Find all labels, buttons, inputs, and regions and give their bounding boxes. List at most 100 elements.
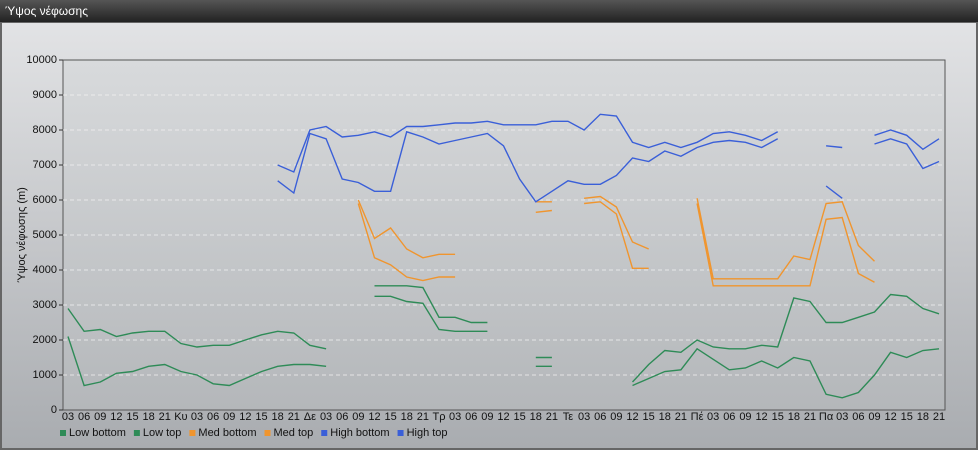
x-tick-label: 12 [626, 411, 638, 423]
x-tick-label: 03 [449, 411, 461, 423]
x-tick-label: 06 [594, 411, 606, 423]
x-tick-label: 18 [272, 411, 284, 423]
legend-label: Low top [143, 427, 182, 439]
x-tick-label: 12 [497, 411, 509, 423]
legend-swatch [264, 430, 271, 436]
x-tick-label: 15 [772, 411, 784, 423]
legend-swatch [60, 430, 66, 436]
x-tick-label: 15 [643, 411, 655, 423]
series-line [631, 293, 940, 383]
series-line [696, 198, 875, 280]
x-tick-label: 06 [78, 411, 90, 423]
x-tick-label: 03 [320, 411, 332, 423]
x-tick-label: Πέ [691, 411, 704, 423]
y-tick-label: 1000 [33, 369, 57, 381]
x-tick-label: 18 [917, 411, 929, 423]
x-tick-label: 06 [723, 411, 735, 423]
series-line [357, 199, 456, 259]
legend-label: Low bottom [69, 427, 126, 439]
x-tick-label: Τρ [432, 411, 445, 423]
legend-swatch [189, 430, 196, 436]
x-tick-label: 12 [239, 411, 251, 423]
x-tick-label: 12 [755, 411, 767, 423]
title-bar [0, 0, 978, 22]
x-tick-label: 15 [255, 411, 267, 423]
legend-swatch [321, 430, 328, 436]
x-tick-label: 18 [659, 411, 671, 423]
x-tick-label: 21 [675, 411, 687, 423]
y-tick-label: 3000 [33, 299, 57, 311]
x-tick-label: 18 [143, 411, 155, 423]
x-tick-label: Κυ [174, 411, 187, 423]
x-tick-label: 21 [546, 411, 558, 423]
y-tick-label: 6000 [33, 194, 57, 206]
x-tick-label: Πα [819, 411, 834, 423]
y-tick-label: 7000 [33, 159, 57, 171]
series-line [632, 347, 940, 399]
x-tick-label: 21 [288, 411, 300, 423]
x-tick-label: 09 [739, 411, 751, 423]
window-title: Ύψος νέφωσης [5, 4, 88, 18]
x-tick-label: 03 [191, 411, 203, 423]
x-tick-label: Δε [304, 411, 316, 423]
x-tick-label: 06 [852, 411, 864, 423]
x-tick-label: 09 [352, 411, 364, 423]
x-tick-label: 06 [336, 411, 348, 423]
series-line [874, 129, 940, 151]
x-tick-label: 15 [901, 411, 913, 423]
x-tick-label: 15 [514, 411, 526, 423]
x-tick-label: Τε [563, 411, 574, 423]
series-line [584, 195, 649, 250]
y-tick-label: 4000 [33, 264, 57, 276]
y-tick-label: 8000 [33, 124, 57, 136]
legend-label: High top [407, 427, 448, 439]
x-tick-label: 09 [94, 411, 106, 423]
y-tick-label: 5000 [33, 229, 57, 241]
legend-label: Med bottom [198, 427, 256, 439]
x-tick-label: 06 [465, 411, 477, 423]
x-tick-label: 06 [207, 411, 219, 423]
y-axis-label: Ύψος νέφωσης (m) [16, 187, 28, 283]
x-tick-label: 12 [368, 411, 380, 423]
x-tick-label: 03 [707, 411, 719, 423]
series-line [67, 308, 327, 350]
x-tick-label: 21 [933, 411, 945, 423]
x-tick-label: 12 [110, 411, 122, 423]
x-tick-label: 21 [159, 411, 171, 423]
x-tick-label: 18 [530, 411, 542, 423]
x-tick-label: 21 [417, 411, 429, 423]
series-line [874, 138, 940, 170]
x-tick-label: 09 [610, 411, 622, 423]
x-tick-label: 03 [578, 411, 590, 423]
series-line [535, 209, 552, 213]
series-line [277, 113, 779, 173]
series-line [374, 285, 488, 324]
series-line [374, 295, 488, 332]
x-tick-label: 09 [481, 411, 493, 423]
series-line [67, 336, 327, 387]
x-tick-label: 15 [384, 411, 396, 423]
series-line [357, 203, 456, 282]
y-tick-label: 0 [51, 404, 57, 416]
y-tick-label: 9000 [33, 89, 57, 101]
y-tick-label: 2000 [33, 334, 57, 346]
series-line [825, 185, 843, 199]
x-tick-label: 12 [884, 411, 896, 423]
y-tick-label: 10000 [26, 54, 57, 66]
legend-label: Med top [274, 427, 314, 439]
x-tick-label: 15 [126, 411, 138, 423]
x-tick-label: 03 [836, 411, 848, 423]
x-tick-label: 03 [62, 411, 74, 423]
series-line [584, 201, 649, 269]
series-line [696, 203, 875, 287]
x-tick-label: 21 [804, 411, 816, 423]
legend-label: High bottom [330, 427, 389, 439]
x-tick-label: 09 [223, 411, 235, 423]
series-line [826, 145, 843, 149]
x-tick-label: 09 [868, 411, 880, 423]
legend-swatch [397, 430, 404, 436]
x-tick-label: 18 [788, 411, 800, 423]
legend-swatch [133, 430, 140, 436]
series-line [277, 130, 779, 203]
